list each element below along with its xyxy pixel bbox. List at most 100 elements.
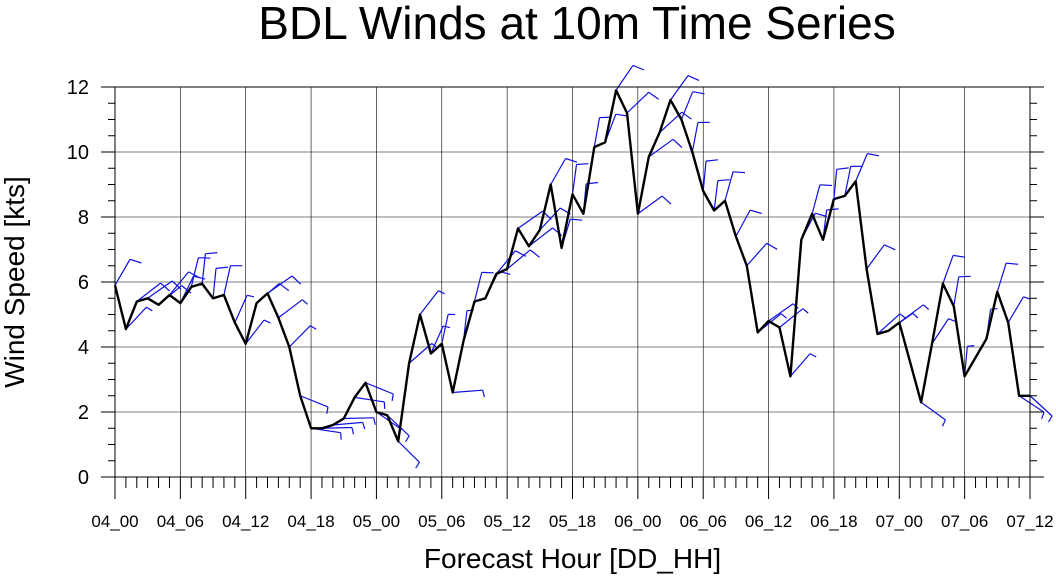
wind-barb-staff — [1007, 296, 1024, 323]
wind-barb-staff — [397, 440, 420, 463]
wind-barb-staff — [953, 276, 960, 307]
x-tick-label: 05_06 — [418, 512, 465, 531]
wind-barb-staff — [245, 319, 265, 345]
y-tick-label: 10 — [67, 142, 89, 164]
wind-barb-staff — [430, 325, 444, 354]
wind-barb-staff — [898, 304, 924, 324]
wind-barb-flag — [1023, 296, 1031, 300]
wind-barb-flag — [405, 435, 410, 443]
wind-barb-flag — [565, 157, 578, 163]
wind-barb-flag — [310, 325, 317, 330]
wind-barb-staff — [855, 153, 868, 182]
wind-barb-flag — [415, 461, 421, 469]
x-tick-label: 06_12 — [745, 512, 792, 531]
wind-barb-flag — [215, 266, 229, 269]
wind-barb-staff — [539, 207, 561, 231]
wind-barb-flag — [160, 282, 170, 292]
wind-barb-flag — [953, 254, 966, 258]
y-tick-label: 4 — [78, 337, 89, 359]
wind-barb-flag — [515, 250, 527, 257]
x-tick-label: 05_00 — [353, 512, 400, 531]
wind-barb-flag — [482, 390, 486, 398]
y-axis-label: Wind Speed [kts] — [0, 176, 30, 388]
x-axis-label: Forecast Hour [DD_HH] — [424, 543, 721, 574]
wind-barb-flag — [648, 91, 659, 100]
wind-barb-flag — [923, 304, 930, 310]
wind-speed-series — [113, 89, 1030, 443]
wind-barb-flag — [732, 171, 746, 174]
wind-barb-flag — [867, 153, 880, 157]
wind-barb-flag — [967, 345, 975, 347]
wind-barb-flag — [884, 244, 896, 251]
wind-barb-staff — [147, 280, 173, 299]
wind-barb-staff — [615, 65, 634, 91]
wind-barb-staff — [670, 75, 689, 101]
wind-barb-staff — [779, 308, 804, 328]
wind-barb-staff — [495, 250, 516, 275]
x-tick-label: 04_18 — [287, 512, 334, 531]
wind-barb-flag — [615, 113, 628, 117]
x-tick-label: 07_12 — [1006, 512, 1053, 531]
wind-barb-flag — [1006, 262, 1019, 265]
wind-barb-staff — [844, 166, 852, 196]
wind-barb-flag — [661, 195, 672, 205]
y-tick-label: 0 — [78, 467, 89, 489]
wind-barb-flag — [819, 184, 832, 187]
wind-barb-staff — [789, 353, 811, 377]
chart-title: BDL Winds at 10m Time Series — [258, 0, 895, 49]
y-tick-label: 2 — [78, 402, 89, 424]
wind-barb-staff — [136, 282, 161, 302]
axis-ticks: 0 2 4 6 8 10 12 04_00 04_06 04_12 04_18 05_00 05_06 0… — [67, 77, 1054, 531]
wind-barb-flag — [705, 159, 718, 162]
wind-barb-flag — [326, 406, 329, 414]
wind-barb-staff — [517, 210, 543, 229]
wind-barb-staff — [931, 318, 950, 345]
wind-barb-staff — [354, 396, 385, 403]
wind-barb-staff — [768, 303, 794, 322]
wind-barb-flag — [570, 218, 583, 221]
wind-barb-staff — [190, 257, 199, 288]
wind-barb-flag — [780, 313, 787, 319]
wind-barb-staff — [724, 171, 734, 201]
x-tick-label: 05_12 — [484, 512, 531, 531]
wind-barb-staff — [321, 426, 353, 429]
wind-barb-flag — [809, 353, 817, 358]
wind-barb-flag — [291, 275, 302, 285]
wind-barb-staff — [441, 314, 449, 344]
wind-barb-flag — [442, 325, 451, 329]
wind-barb-flag — [717, 179, 730, 182]
wind-barb-flag — [826, 208, 839, 211]
wind-barb-staff — [833, 169, 838, 200]
wind-barb-staff — [288, 325, 311, 348]
wind-speed-line — [113, 89, 1030, 443]
wind-barb-staff — [332, 421, 363, 426]
wind-barb-staff — [593, 117, 601, 148]
grid-lines — [115, 86, 1030, 477]
x-tick-label: 05_18 — [549, 512, 596, 531]
wind-barb-staff — [735, 209, 751, 237]
wind-barb-flag — [391, 393, 394, 402]
y-tick-label: 8 — [78, 207, 89, 229]
x-tick-label: 04_06 — [157, 512, 204, 531]
wind-barb-flag — [749, 209, 762, 215]
wind-barb-flag — [205, 252, 218, 255]
wind-barb-staff — [212, 268, 217, 299]
wind-barb-staff — [473, 272, 483, 302]
wind-barb-staff — [877, 313, 901, 335]
wind-barb-flag — [766, 242, 778, 250]
wind-barb-flag — [632, 64, 645, 71]
wind-barb-staff — [648, 138, 674, 158]
wind-barb-staff — [1018, 395, 1045, 413]
wind-barb-staff — [702, 161, 707, 192]
wind-barb-flag — [302, 299, 308, 305]
wind-barb-flag — [351, 427, 355, 435]
x-tick-label: 06_00 — [614, 512, 661, 531]
wind-barb-staff — [278, 299, 303, 319]
wind-barb-staff — [452, 389, 483, 394]
x-tick-label: 07_00 — [876, 512, 923, 531]
wind-barb-flag — [692, 91, 705, 95]
x-tick-label: 07_06 — [941, 512, 988, 531]
y-tick-label: 12 — [67, 77, 89, 99]
wind-barb-staff — [114, 258, 131, 286]
wind-barb-flag — [802, 308, 809, 314]
